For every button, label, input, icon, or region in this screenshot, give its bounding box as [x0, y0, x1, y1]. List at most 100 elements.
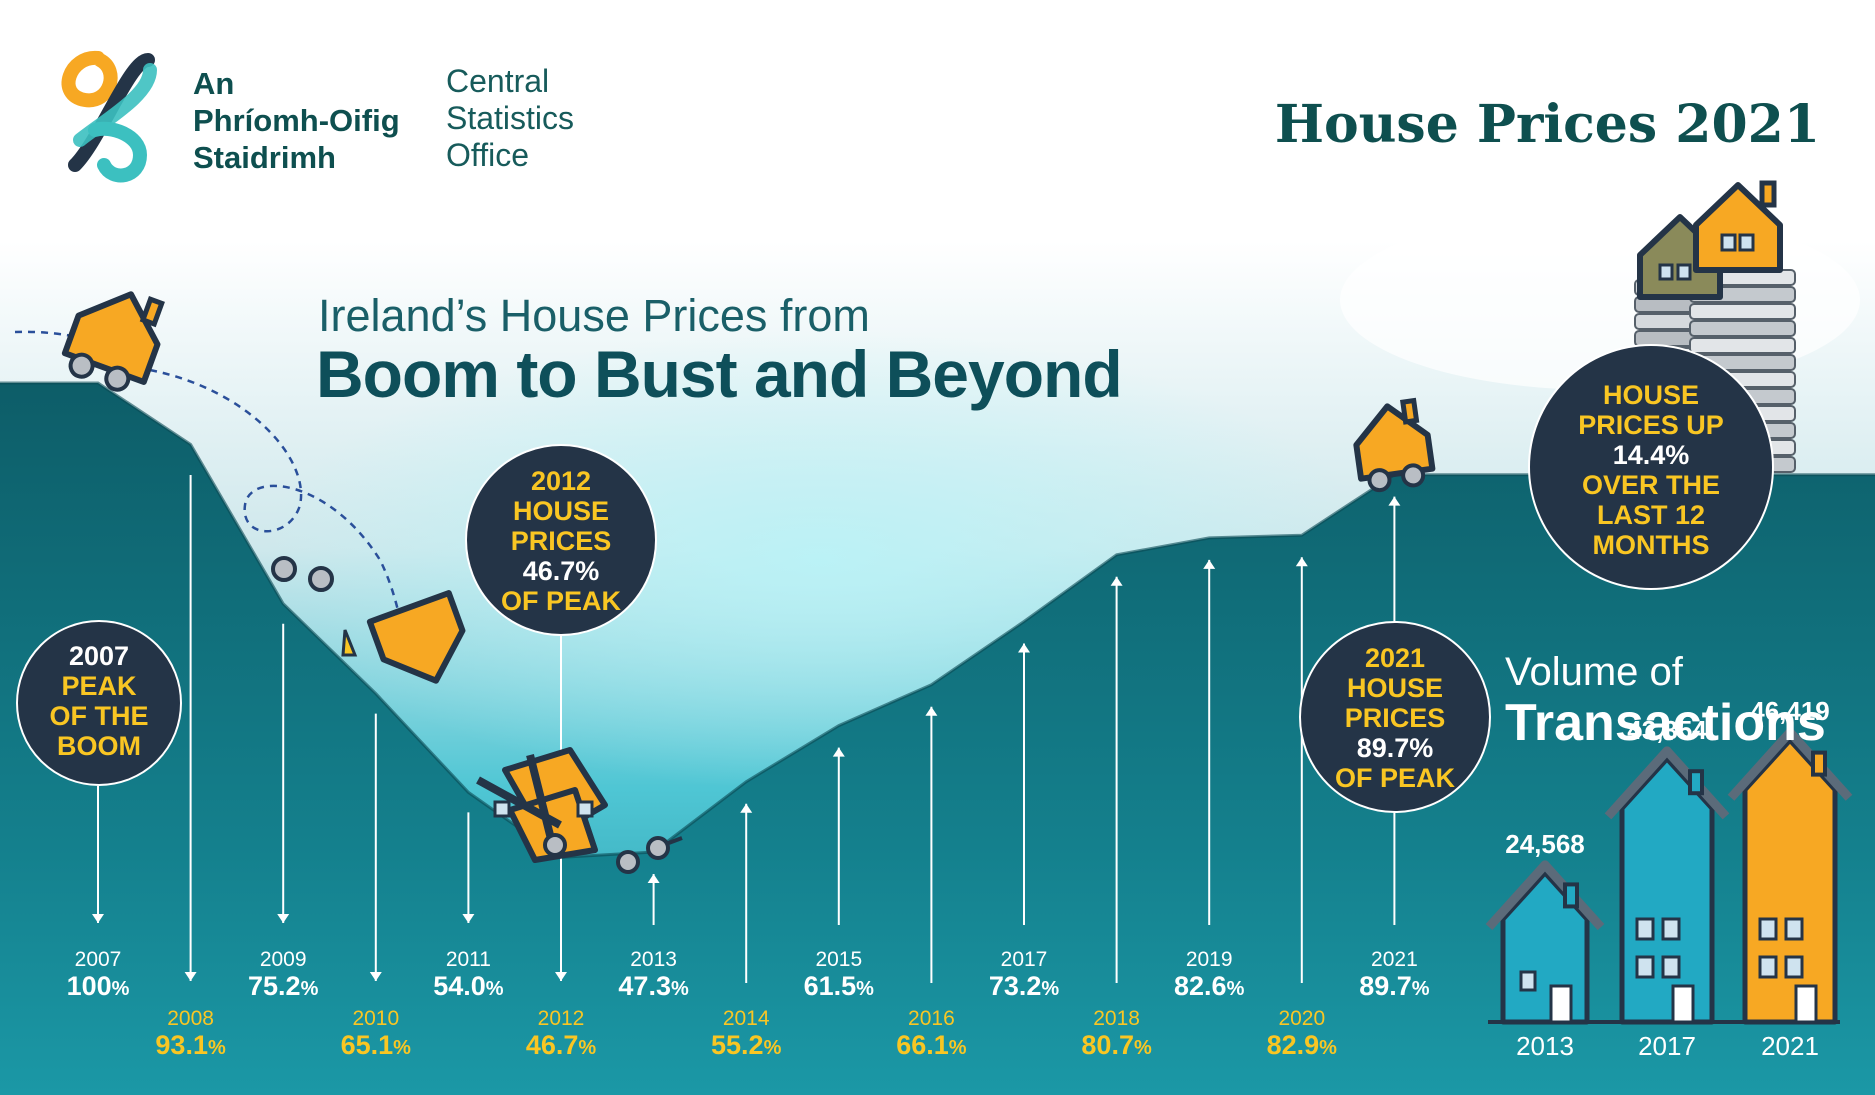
- percent-sign: %: [578, 1037, 596, 1059]
- callout-2012-line-1: 2012: [531, 466, 591, 496]
- value-label-2013: 47.3%: [618, 971, 689, 1001]
- callout-2021-line-3: PRICES: [1345, 703, 1446, 733]
- percent-sign: %: [671, 978, 689, 1000]
- callout-2012-line-5: OF PEAK: [501, 586, 622, 616]
- year-label-2015: 2015: [815, 948, 862, 971]
- coin: [1689, 320, 1796, 337]
- callout-up-line-6: MONTHS: [1593, 530, 1710, 560]
- percent-sign: %: [1227, 978, 1245, 1000]
- transactions-bar-2021: [1727, 727, 1853, 1025]
- transactions-value-2013: 24,568: [1505, 829, 1585, 859]
- coin: [1689, 303, 1796, 320]
- page-title: House Prices 2021: [1274, 94, 1820, 155]
- transactions-year-2021: 2021: [1761, 1031, 1819, 1061]
- logo-irish-line-1: An: [193, 66, 235, 101]
- subtitle-line-1: Ireland’s House Prices from: [318, 290, 870, 341]
- year-label-2017: 2017: [1001, 948, 1048, 971]
- callout-up-line-1: HOUSE: [1603, 380, 1699, 410]
- year-label-2016: 2016: [908, 1007, 955, 1030]
- callout-peak-line-3: OF THE: [50, 701, 149, 731]
- callout-2021-line-1: 2021: [1365, 643, 1425, 673]
- transactions-year-2013: 2013: [1516, 1031, 1574, 1061]
- callout-up-line-4: OVER THE: [1582, 470, 1720, 500]
- percent-sign: %: [764, 1037, 782, 1059]
- callout-2012: 2012 HOUSE PRICES 46.7% OF PEAK: [465, 444, 657, 636]
- arrow-head-2011: [462, 914, 475, 923]
- percent-sign: %: [1412, 978, 1430, 1000]
- percent-sign: %: [1319, 1037, 1337, 1059]
- arrow-head-2013: [647, 874, 660, 884]
- arrow-head-2009: [277, 914, 290, 923]
- year-label-2011: 2011: [446, 948, 491, 971]
- transactions-bar-2013: [1485, 860, 1605, 1025]
- wheel-pair-icon: [271, 556, 334, 592]
- value-label-2020: 82.9%: [1267, 1030, 1338, 1060]
- year-label-2007: 2007: [75, 948, 122, 971]
- percent-sign: %: [949, 1037, 967, 1059]
- house-tumbling-icon: [61, 291, 165, 392]
- callout-up-12-months: HOUSE PRICES UP 14.4% OVER THE LAST 12 M…: [1528, 344, 1774, 590]
- house-crashed-icon: [476, 747, 683, 874]
- callout-2021-line-4: 89.7%: [1357, 733, 1434, 763]
- logo-english-line-1: Central: [446, 63, 550, 99]
- arrow-head-2012: [555, 972, 567, 981]
- arrow-head-2008: [184, 972, 197, 981]
- transactions-bar-2017: [1604, 746, 1730, 1025]
- arrow-head-2015: [832, 747, 845, 757]
- percent-sign: %: [208, 1037, 226, 1059]
- percent-sign: %: [1041, 978, 1059, 1000]
- percent-sign: %: [486, 978, 504, 1000]
- cso-logo-icon: [61, 50, 157, 183]
- callout-2021-line-5: OF PEAK: [1335, 763, 1456, 793]
- callout-peak-line-2: PEAK: [61, 671, 137, 701]
- arrow-head-2019: [1203, 559, 1216, 569]
- year-label-2020: 2020: [1278, 1007, 1325, 1030]
- arrow-head-2021: [1388, 496, 1401, 506]
- callout-up-line-5: LAST 12: [1597, 500, 1705, 530]
- coin: [1689, 337, 1796, 354]
- year-label-2013: 2013: [630, 948, 677, 971]
- percent-sign: %: [301, 978, 319, 1000]
- volume-title-line-1: Volume of: [1505, 650, 1683, 694]
- percent-sign: %: [112, 978, 130, 1000]
- transactions-year-2017: 2017: [1638, 1031, 1696, 1061]
- logo-english-line-2: Statistics: [446, 100, 575, 136]
- year-label-2018: 2018: [1093, 1007, 1140, 1030]
- callout-up-line-2: PRICES UP: [1578, 410, 1724, 440]
- callout-2021-line-2: HOUSE: [1347, 673, 1443, 703]
- callout-2012-line-4: 46.7%: [523, 556, 600, 586]
- value-label-2014: 55.2%: [711, 1030, 782, 1060]
- transactions-value-2017: 43,354: [1627, 715, 1707, 745]
- percent-sign: %: [393, 1037, 411, 1059]
- price-line: [0, 381, 1875, 859]
- year-label-2012: 2012: [538, 1007, 585, 1030]
- callout-2021: 2021 HOUSE PRICES 89.7% OF PEAK: [1299, 621, 1491, 813]
- arrow-head-2016: [925, 706, 938, 716]
- callout-2012-line-3: PRICES: [511, 526, 612, 556]
- year-label-2019: 2019: [1186, 948, 1233, 971]
- logo-irish-name: An Phríomh-Oifig Staidrimh: [193, 65, 400, 176]
- arrow-head-2018: [1110, 576, 1123, 586]
- percent-sign: %: [856, 978, 874, 1000]
- arrow-head-2007: [92, 914, 104, 923]
- subtitle-line-2: Boom to Bust and Beyond: [316, 337, 1123, 411]
- callout-2012-line-2: HOUSE: [513, 496, 609, 526]
- value-label-2007: 100%: [67, 971, 130, 1001]
- year-label-2014: 2014: [723, 1007, 770, 1030]
- logo-english-name: Central Statistics Office: [446, 63, 574, 174]
- callout-peak-2007: 2007 PEAK OF THE BOOM: [16, 620, 182, 786]
- callout-up-line-3: 14.4%: [1613, 440, 1690, 470]
- callout-peak-line-1: 2007: [69, 641, 129, 671]
- arrow-head-2014: [740, 803, 753, 813]
- arrow-head-2020: [1295, 557, 1308, 567]
- house-falling-icon: [366, 590, 466, 684]
- arrow-head-2010: [369, 972, 382, 981]
- percent-sign: %: [1134, 1037, 1152, 1059]
- logo-english-line-3: Office: [446, 137, 529, 173]
- year-label-2010: 2010: [352, 1007, 399, 1030]
- callout-peak-line-4: BOOM: [57, 731, 141, 761]
- motion-lines: [14, 330, 151, 367]
- transactions-chart: 24,568 2013 43,354 2017 46,419 2021: [1485, 696, 1853, 1061]
- value-label-2009: 75.2%: [248, 971, 319, 1001]
